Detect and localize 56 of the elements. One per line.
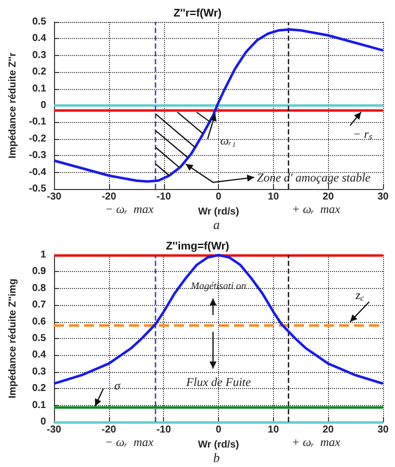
x-tick-label: -30 [46,424,62,436]
chart-title: Z''img=f(Wr) [166,240,230,252]
y-tick-label: 0.1 [32,83,47,94]
y-tick-label: -0.1 [28,116,47,128]
x-tick-label: 30 [377,424,389,436]
x-axis-title: Wr (rd/s) [198,206,240,218]
text: − ωᵣ max [105,202,154,216]
x-tick-label: 10 [268,192,280,202]
chart-title: Z''r=f(Wr) [173,8,222,20]
y-tick-label: 0.6 [32,316,46,328]
y-tick-label: 0.1 [32,400,46,411]
text: − ωᵣ max [104,435,154,449]
y-tick-label: 0 [40,100,47,111]
annotation: σ [114,378,122,392]
y-tick-label: 0 [40,416,46,428]
y-tick-label: -0.5 [28,184,47,194]
y-tick-label: 0.5 [32,333,46,344]
y-tick-label: -0.3 [28,150,47,162]
x-tick-label: -20 [102,424,116,436]
y-axis-title: Impédance réduite Z''r [8,52,18,158]
text: + ωᵣ max [292,202,341,216]
y-tick-label: 0.9 [32,266,46,278]
x-tick-label: 20 [322,192,334,202]
y-tick-label: 1 [40,250,46,260]
annotation: Magétisati on [190,281,246,292]
text: + ωᵣ max [292,435,341,449]
annotation: ωᵣ₁ [220,134,236,148]
y-tick-label: 0.4 [32,350,46,361]
x-axis-title: Wr (rd/s) [198,439,239,450]
x-tick-label: 10 [268,424,280,436]
y-tick-label: 0.3 [32,50,47,61]
y-tick-label: 0.8 [32,282,46,294]
annotation: Flux de Fuite [185,374,252,389]
x-tick-label: 0 [216,424,222,436]
line-series [52,254,384,385]
x-tick-label: -30 [46,192,62,202]
x-tick-label: -20 [102,192,117,202]
y-tick-label: 0.4 [32,33,47,44]
x-tick-label: -10 [156,192,172,202]
annotation: Zone d' amoçage stable [256,170,372,184]
y-tick-label: 0.2 [32,66,47,78]
y-tick-label: 0.7 [32,300,46,311]
x-tick-label: -10 [156,424,172,436]
y-tick-label: -0.2 [28,133,47,144]
y-tick-label: 0.5 [32,16,47,28]
y-tick-label: 0.3 [32,366,46,378]
y-tick-label: -0.4 [28,166,47,178]
x-tick-label: 20 [322,424,334,436]
x-tick-label: 0 [216,192,222,202]
line-series [52,28,384,183]
x-tick-label: 30 [377,192,389,202]
annotation: − rₛ [352,126,373,141]
text: b [213,450,220,465]
y-axis-title: Impédance réduite Z''img [8,278,18,398]
y-tick-label: 0.2 [32,383,46,394]
text: a [213,217,220,232]
